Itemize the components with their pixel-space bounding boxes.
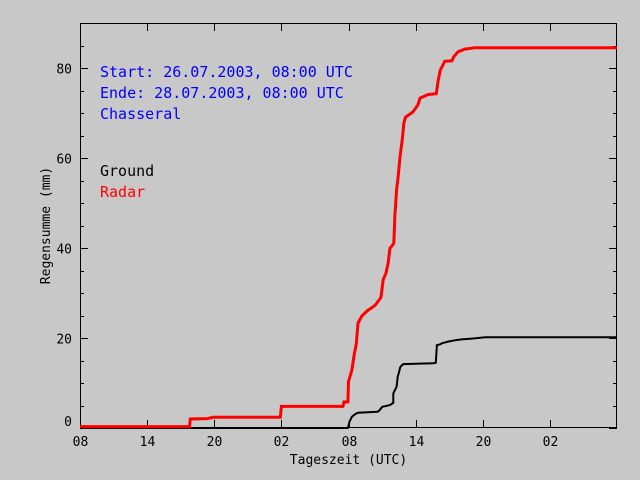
y-tick-label: 0 (64, 415, 72, 430)
x-tick-label: 14 (140, 435, 156, 450)
legend-ground-label: Ground (100, 162, 155, 180)
x-tick-label: 20 (476, 435, 492, 450)
series-radar-line (80, 46, 617, 429)
x-tick-label: 08 (73, 435, 89, 450)
y-tick-label: 60 (56, 153, 72, 168)
y-tick-label: 40 (56, 243, 72, 258)
y-tick-label: 80 (56, 63, 72, 78)
annotation-start-time: Start: 26.07.2003, 08:00 UTC (100, 63, 353, 81)
series-ground-line (80, 336, 617, 429)
x-tick-label: 02 (274, 435, 290, 450)
y-axis-label: Regensumme (mm) (39, 167, 54, 284)
annotation-end-time: Ende: 28.07.2003, 08:00 UTC (100, 84, 344, 102)
y-tick-label: 20 (56, 333, 72, 348)
legend-radar-label: Radar (100, 183, 146, 201)
x-tick-label: 02 (543, 435, 559, 450)
annotation-station-name: Chasseral (100, 105, 182, 123)
x-axis-label: Tageszeit (UTC) (290, 453, 407, 468)
x-tick-label: 08 (342, 435, 358, 450)
x-tick-label: 20 (207, 435, 223, 450)
x-tick-label: 14 (409, 435, 425, 450)
